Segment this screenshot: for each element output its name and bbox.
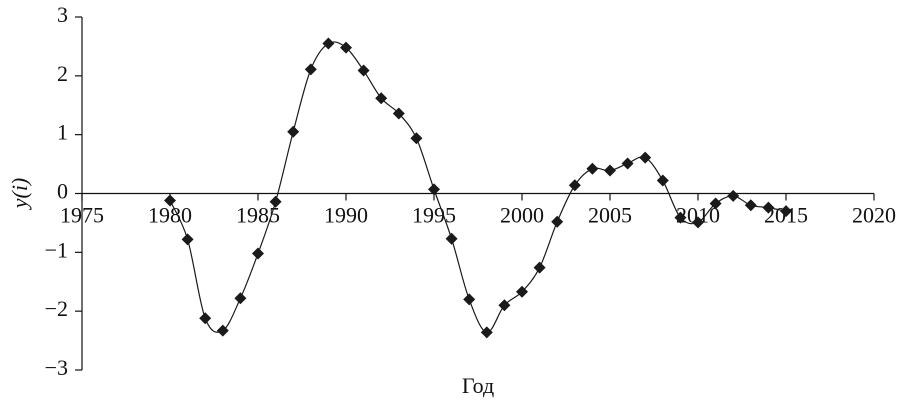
point (586, 162, 599, 175)
point (656, 174, 669, 187)
y-tick-label: 1 (57, 120, 68, 145)
point (639, 151, 652, 164)
point (216, 324, 229, 337)
point (269, 195, 282, 208)
x-tick-label: 2005 (588, 203, 632, 228)
point (287, 125, 300, 138)
x-tick-label: 1985 (236, 203, 280, 228)
point (392, 107, 405, 120)
point (199, 312, 212, 325)
point (340, 41, 352, 54)
point (181, 233, 194, 246)
point (762, 201, 775, 214)
y-tick-label: 0 (57, 179, 68, 204)
point (727, 189, 740, 202)
y-tick-label: −1 (45, 237, 68, 262)
x-tick-label: 1990 (324, 203, 368, 228)
point (252, 247, 264, 260)
point (780, 205, 792, 218)
y-tick-label: −3 (45, 355, 68, 380)
point (604, 164, 616, 177)
point (322, 37, 335, 50)
point (533, 261, 546, 274)
series-line (169, 41, 787, 333)
x-tick-label: 2020 (852, 203, 896, 228)
point (692, 216, 704, 229)
point (674, 211, 687, 224)
point (551, 215, 564, 228)
point (428, 183, 440, 196)
point (498, 299, 511, 312)
point (480, 326, 493, 339)
point (709, 197, 722, 210)
point (410, 132, 423, 145)
point (164, 194, 176, 207)
point (304, 63, 317, 76)
point (516, 285, 528, 298)
point (463, 293, 476, 306)
y-tick-label: −2 (45, 296, 68, 321)
point (375, 92, 388, 105)
x-tick-label: 1975 (60, 203, 104, 228)
point (744, 199, 757, 212)
x-tick-label: 1980 (148, 203, 192, 228)
y-tick-label: 3 (57, 2, 68, 27)
x-axis-label: Год (462, 373, 494, 398)
y-tick-label: 2 (57, 61, 68, 86)
y-axis-label: y(i) (7, 178, 32, 211)
x-tick-label: 1995 (412, 203, 456, 228)
point (445, 232, 458, 245)
x-tick-label: 2000 (500, 203, 544, 228)
point (234, 292, 247, 305)
point (357, 64, 370, 77)
point (568, 179, 581, 192)
point (621, 157, 634, 170)
